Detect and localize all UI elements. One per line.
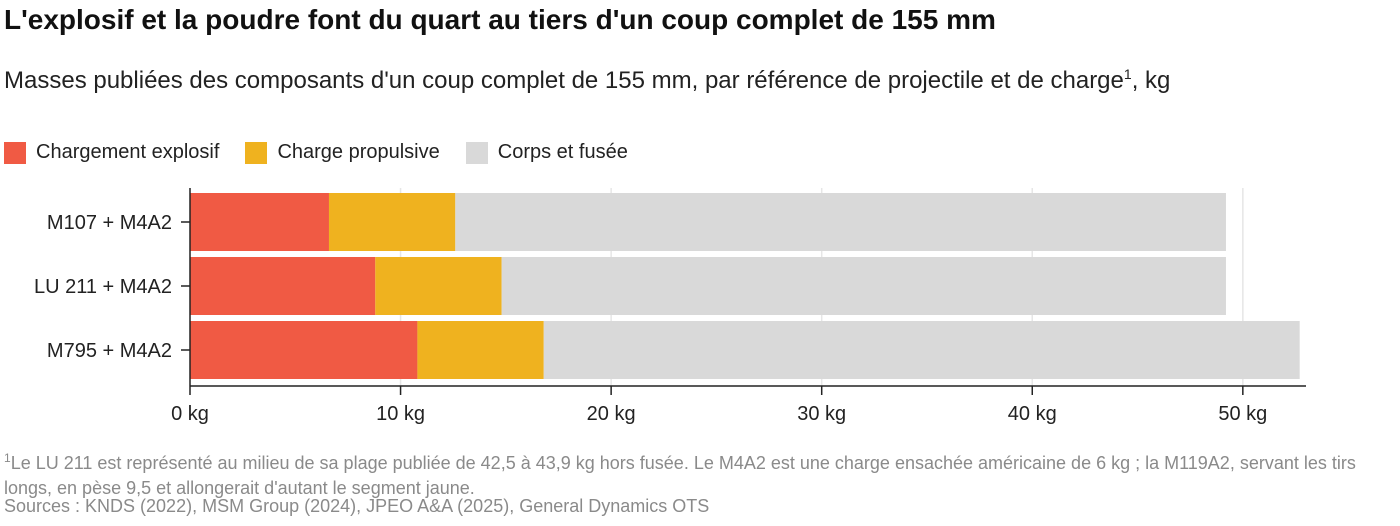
bar-m795-m4a2-chargement-explosif xyxy=(190,321,418,379)
bar-m107-m4a2-charge-propulsive xyxy=(328,193,456,251)
chart-footnote: 1Le LU 211 est représenté au milieu de s… xyxy=(4,446,1384,501)
footnote-marker: 1 xyxy=(4,451,11,465)
x-tick-label-20: 20 kg xyxy=(587,403,636,425)
legend-item-corps: Corps et fusée xyxy=(465,141,628,164)
stacked-bar-chart: M107 + M4A2 LU 211 + M4A2 M795 + M4A2 0 kg 1… xyxy=(34,188,1306,425)
legend-swatch-explosif xyxy=(4,141,26,164)
x-tick-label-10: 10 kg xyxy=(376,403,425,425)
subtitle-footnote-marker: 1 xyxy=(1123,66,1132,82)
x-tick-label-0: 0 kg xyxy=(171,403,209,425)
legend-swatch-corps xyxy=(465,141,488,164)
legend-label-explosif: Chargement explosif xyxy=(36,141,220,163)
x-tick-label-40: 40 kg xyxy=(1008,403,1057,425)
bar-m107-m4a2-corps-et-fusee xyxy=(455,193,1226,251)
category-label-lu-211-m4a2: LU 211 + M4A2 xyxy=(34,276,172,298)
x-tick-label-50: 50 kg xyxy=(1218,403,1267,425)
legend-label-corps: Corps et fusée xyxy=(497,141,628,163)
bar-lu-211-m4a2-chargement-explosif xyxy=(190,257,376,315)
subtitle-text: Masses publiées des composants d'un coup… xyxy=(4,67,1124,94)
bar-m795-m4a2-corps-et-fusee xyxy=(543,321,1300,379)
chart-legend: Chargement explosif Charge propulsive Co… xyxy=(4,141,628,164)
category-label-m107-m4a2: M107 + M4A2 xyxy=(47,212,172,234)
bar-lu-211-m4a2-charge-propulsive xyxy=(375,257,502,315)
category-label-m795-m4a2: M795 + M4A2 xyxy=(47,340,172,362)
bar-m107-m4a2-chargement-explosif xyxy=(190,193,329,251)
legend-swatch-propulsive xyxy=(245,141,268,164)
x-tick-label-30: 30 kg xyxy=(797,403,846,425)
footnote-text: Le LU 211 est représenté au milieu de sa… xyxy=(4,453,1356,498)
legend-label-propulsive: Charge propulsive xyxy=(277,141,440,163)
legend-item-explosif: Chargement explosif xyxy=(4,141,219,164)
chart-title: L'explosif et la poudre font du quart au… xyxy=(4,4,996,35)
subtitle-unit: , kg xyxy=(1131,67,1171,94)
legend-item-propulsive: Charge propulsive xyxy=(245,141,440,164)
bar-lu-211-m4a2-corps-et-fusee xyxy=(501,257,1226,315)
chart-sources: Sources : KNDS (2022), MSM Group (2024),… xyxy=(4,496,710,516)
bar-m795-m4a2-charge-propulsive xyxy=(417,321,544,379)
chart-subtitle: Masses publiées des composants d'un coup… xyxy=(4,58,1384,97)
